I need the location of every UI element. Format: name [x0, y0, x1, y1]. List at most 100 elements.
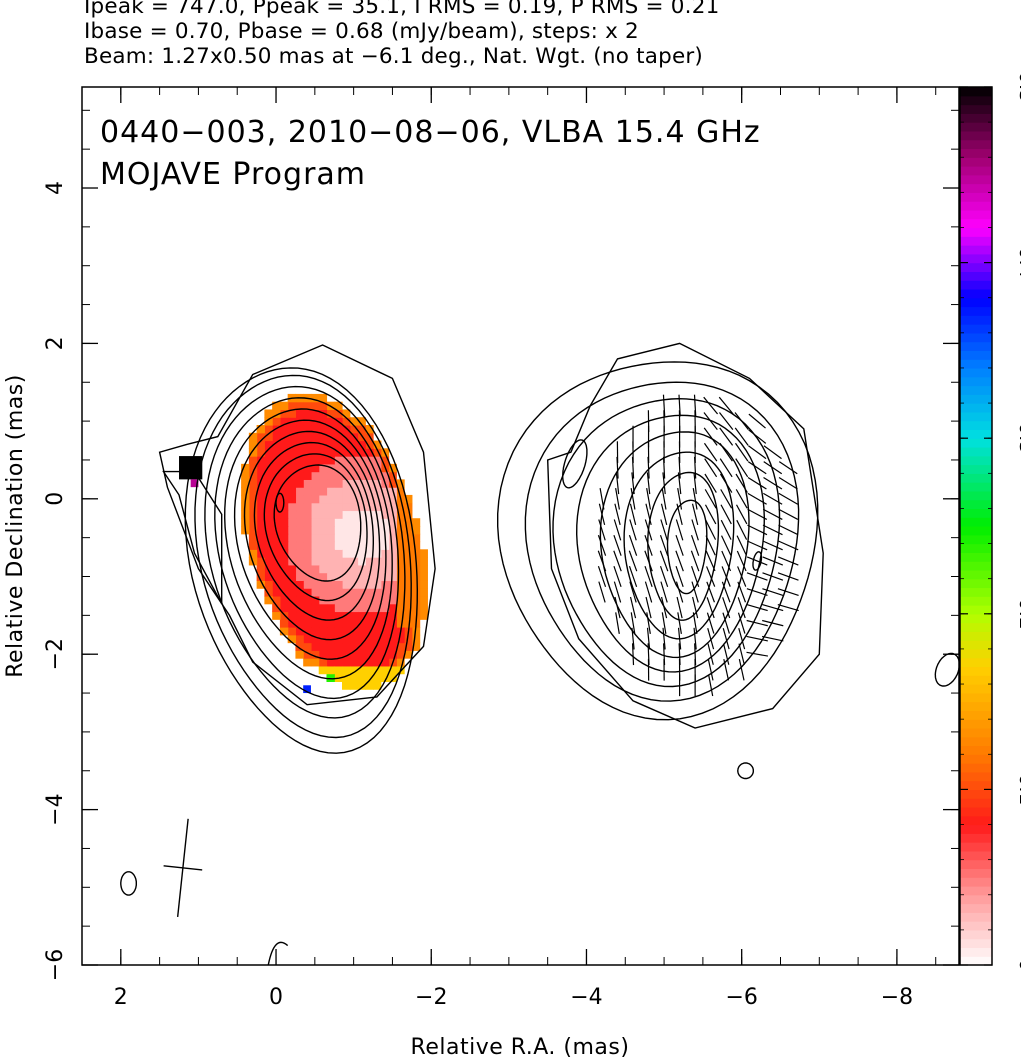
- heatmap-pixel: [295, 409, 304, 418]
- evpa-vector: [720, 489, 733, 509]
- heatmap-pixel: [341, 518, 351, 527]
- evpa-vector: [690, 534, 700, 556]
- heatmap-pixel: [279, 463, 289, 473]
- heatmap-pixel: [373, 642, 382, 651]
- heatmap-pixel: [318, 650, 328, 659]
- heatmap-pixel: [341, 665, 351, 675]
- heatmap-pixel: [272, 518, 281, 527]
- heatmap-pixel: [318, 549, 328, 558]
- colorbar-segment: [960, 227, 992, 237]
- evpa-vector: [644, 519, 653, 541]
- colorbar-segment: [960, 95, 992, 106]
- heatmap-pixel: [264, 424, 273, 434]
- heatmap-pixel: [380, 665, 390, 675]
- heatmap-pixel: [357, 541, 366, 550]
- colorbar-segment: [960, 376, 992, 387]
- heatmap-pixel: [334, 572, 343, 581]
- heatmap-pixel: [303, 409, 312, 418]
- evpa-vector: [746, 588, 768, 596]
- heatmap-pixel: [303, 634, 312, 644]
- colorbar-segment: [960, 166, 992, 176]
- evpa-vector: [719, 427, 734, 446]
- heatmap-pixel: [388, 595, 397, 605]
- heatmap-pixel: [318, 479, 328, 488]
- heatmap-pixel: [279, 432, 289, 442]
- heatmap-pixel: [388, 665, 397, 675]
- colorbar-segment: [960, 438, 992, 448]
- heatmap-pixel: [303, 487, 312, 496]
- heatmap-pixel: [272, 417, 281, 426]
- heatmap-pixel: [365, 526, 374, 535]
- colorbar-segment: [960, 218, 992, 229]
- evpa-vector: [719, 458, 733, 478]
- heatmap-pixel: [396, 510, 405, 519]
- evpa-vector: [737, 566, 747, 587]
- x-tick-label: 2: [114, 985, 128, 1010]
- heatmap-pixel: [357, 595, 366, 605]
- heatmap-pixel: [287, 588, 297, 597]
- heatmap-pixel: [279, 580, 289, 589]
- evpa-vector: [690, 550, 700, 572]
- heatmap-pixel: [295, 549, 304, 558]
- heatmap-pixel: [303, 494, 312, 504]
- heatmap-pixel: [357, 658, 366, 667]
- heatmap-pixel: [248, 510, 258, 519]
- heatmap-pixel: [365, 627, 374, 636]
- heatmap-pixel: [279, 417, 289, 426]
- heatmap-pixel: [396, 526, 405, 535]
- colorbar-segment: [960, 499, 992, 510]
- evpa-vector: [720, 504, 732, 525]
- heatmap-pixel: [341, 580, 351, 589]
- heatmap-pixel: [349, 502, 359, 512]
- heatmap-pixel: [303, 549, 312, 558]
- evpa-vector: [598, 581, 606, 603]
- heatmap-pixel: [310, 611, 320, 620]
- colorbar-segment: [960, 420, 992, 431]
- colorbar-segment: [960, 885, 992, 896]
- evpa-vector: [719, 473, 733, 493]
- heatmap-pixel: [287, 611, 297, 620]
- heatmap-pixel: [256, 494, 265, 504]
- heatmap-pixel: [318, 642, 328, 651]
- heatmap-pixel: [279, 510, 289, 519]
- evpa-vector: [677, 487, 683, 510]
- heatmap-pixel: [279, 557, 289, 566]
- heatmap-pixel: [310, 658, 320, 667]
- colorbar-segment: [960, 692, 992, 703]
- heatmap-pixel: [295, 417, 304, 426]
- heatmap-pixel: [388, 502, 397, 512]
- evpa-vector: [631, 643, 635, 666]
- colorbar-segment: [960, 842, 992, 852]
- heatmap-pixel: [373, 603, 382, 613]
- heatmap-pixel: [349, 471, 359, 480]
- heatmap-pixel: [380, 580, 390, 589]
- heatmap-pixel: [404, 619, 413, 628]
- heatmap-pixel: [365, 588, 374, 597]
- heatmap-pixel: [272, 487, 281, 496]
- heatmap-pixel: [341, 650, 351, 659]
- heatmap-pixel: [380, 487, 390, 496]
- colorbar-segment: [960, 754, 992, 764]
- heatmap-pixel: [241, 463, 250, 473]
- evpa-vector: [703, 412, 718, 431]
- evpa-vector: [675, 550, 684, 572]
- heatmap-pixel: [287, 580, 297, 589]
- evpa-vector: [722, 597, 731, 619]
- heatmap-pixel: [287, 479, 297, 488]
- heatmap-pixel: [287, 603, 297, 613]
- contour-line: [752, 551, 763, 571]
- heatmap-pixel: [388, 463, 397, 473]
- heatmap-pixel: [318, 424, 328, 434]
- evpa-vector: [762, 556, 784, 566]
- heatmap-pixel: [411, 642, 421, 651]
- colorbar-segment: [960, 148, 992, 158]
- heatmap-pixel: [295, 424, 304, 434]
- heatmap-pixel: [334, 595, 343, 605]
- heatmap-pixel: [334, 658, 343, 667]
- contour-line: [263, 453, 368, 602]
- heatmap-pixel: [349, 611, 359, 620]
- heatmap-pixel: [310, 424, 320, 434]
- evpa-vector: [598, 519, 606, 541]
- heatmap-pixel: [279, 456, 289, 465]
- heatmap-pixel: [279, 526, 289, 535]
